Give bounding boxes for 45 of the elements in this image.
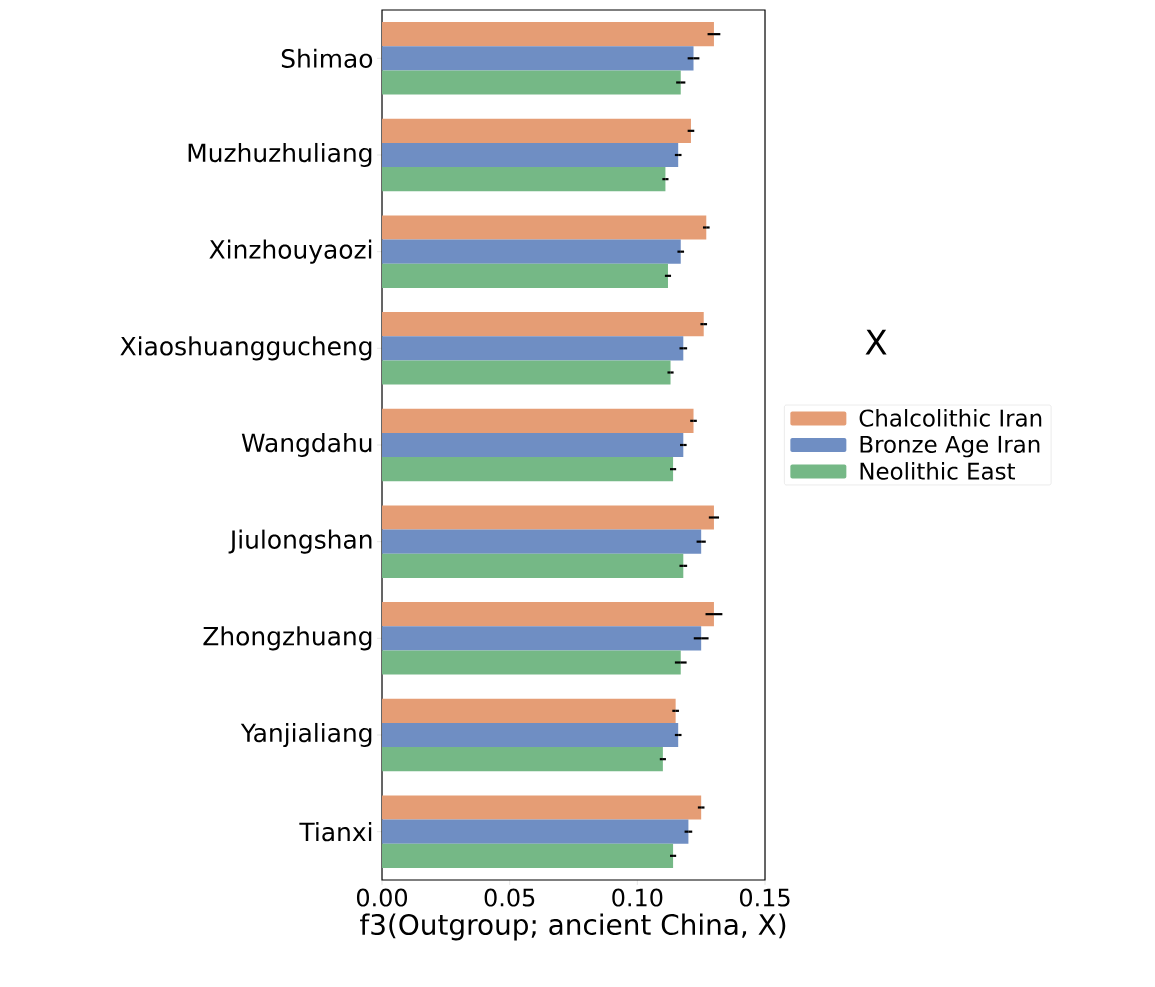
y-tick-label: Muzhuzhuliang <box>188 142 372 168</box>
bar <box>382 602 714 627</box>
bar <box>382 795 702 820</box>
bar <box>382 46 694 71</box>
bar <box>382 167 666 192</box>
bar <box>382 457 674 482</box>
legend-title: X <box>865 329 887 355</box>
bar <box>382 553 684 578</box>
bar <box>382 142 679 168</box>
bar <box>382 408 694 433</box>
bar <box>382 650 681 675</box>
bar <box>382 432 684 458</box>
y-tick-label: Yanjialiang <box>240 722 372 748</box>
bar <box>382 215 707 240</box>
bar <box>382 505 714 530</box>
y-tick-label: Xiaoshuanggucheng <box>120 336 372 361</box>
bar <box>382 70 681 95</box>
bar <box>382 722 679 748</box>
y-tick-label: Shimao <box>281 48 373 68</box>
bar <box>382 239 681 264</box>
bar <box>382 747 663 772</box>
legend-label: Neolithic East <box>860 462 1015 480</box>
bar <box>382 360 671 385</box>
y-tick-label: Jiulongshan <box>228 529 372 554</box>
y-tick-label: Wangdahu <box>241 432 372 458</box>
x-axis-title: f3(Outgroup; ancient China, X) <box>360 913 786 941</box>
legend-label: Bronze Age Iran <box>860 435 1040 458</box>
bar <box>382 698 676 723</box>
bar <box>382 626 702 651</box>
bar <box>382 312 704 337</box>
bar <box>382 22 714 47</box>
y-tick-label: Tianxi <box>299 822 372 842</box>
y-tick-label: Xinzhouyaozi <box>209 239 372 264</box>
legend-label: Chalcolithic Iran <box>859 408 1042 427</box>
bar <box>382 118 691 143</box>
x-tick-label: 0.05 <box>484 888 535 907</box>
bar <box>382 529 702 554</box>
x-tick-label: 0.15 <box>739 888 790 907</box>
bar <box>382 336 684 361</box>
x-tick-label: 0.10 <box>612 888 663 907</box>
bar <box>382 263 668 288</box>
bar <box>382 843 674 868</box>
bar <box>382 819 689 844</box>
y-tick-label: Zhongzhuang <box>203 626 372 651</box>
x-tick-label: 0.00 <box>356 888 408 907</box>
